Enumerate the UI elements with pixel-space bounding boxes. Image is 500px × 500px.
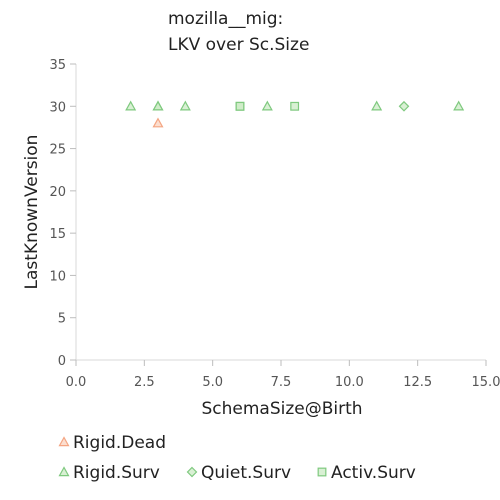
legend-marker-rigid-surv — [58, 466, 70, 477]
x-tick-label: 15.0 — [472, 375, 500, 390]
x-tick-label: 0.0 — [66, 375, 87, 390]
legend-marker-rigid-dead — [58, 436, 70, 447]
data-point-activ-surv — [235, 101, 245, 111]
x-axis-label: SchemaSize@Birth — [201, 399, 362, 419]
chart-title-line2: LKV over Sc.Size — [168, 35, 309, 55]
data-point-quiet-surv — [398, 100, 410, 112]
y-tick-label: 30 — [49, 100, 66, 115]
legend-marker-activ-surv — [317, 467, 327, 477]
x-tick-label: 5.0 — [202, 375, 223, 390]
legend-label-rigid-surv: Rigid.Surv — [73, 463, 160, 483]
y-tick-label: 20 — [49, 185, 66, 200]
y-tick-label: 5 — [58, 312, 66, 327]
x-tick-label: 12.5 — [403, 375, 432, 390]
plot-area: 0 5 10 15 20 25 30 35 0.0 2.5 5.0 7.5 10.0 12.5 15.0 — [49, 58, 500, 390]
data-point-rigid-surv — [453, 100, 465, 111]
data-point-activ-surv — [290, 101, 300, 111]
data-point-rigid-surv — [371, 100, 383, 111]
data-point-rigid-surv — [261, 100, 273, 111]
data-point-rigid-surv — [179, 100, 191, 111]
y-tick-label: 15 — [49, 227, 66, 242]
legend-item-activ-surv: Activ.Surv — [317, 463, 416, 483]
legend-item-rigid-dead: Rigid.Dead — [58, 433, 166, 453]
legend-label-activ-surv: Activ.Surv — [331, 463, 416, 483]
data-point-rigid-surv — [125, 100, 137, 111]
legend-item-quiet-surv: Quiet.Surv — [186, 463, 291, 483]
x-tick-label: 2.5 — [134, 375, 155, 390]
x-tick-label: 10.0 — [335, 375, 364, 390]
legend-label-rigid-dead: Rigid.Dead — [73, 433, 166, 453]
legend-item-rigid-surv: Rigid.Surv — [58, 463, 160, 483]
legend-marker-quiet-surv — [186, 466, 198, 478]
legend-label-quiet-surv: Quiet.Surv — [201, 463, 291, 483]
x-tick-label: 7.5 — [271, 375, 292, 390]
y-tick-label: 0 — [58, 354, 66, 369]
y-axis-label: LastKnownVersion — [22, 135, 42, 290]
y-tick-label: 35 — [49, 58, 66, 73]
chart-title-line1: mozilla__mig: — [168, 9, 283, 29]
y-tick-label: 10 — [49, 269, 66, 284]
data-point-rigid-surv — [152, 100, 164, 111]
data-point-rigid-dead — [152, 117, 164, 128]
y-tick-label: 25 — [49, 143, 66, 158]
legend: Rigid.Dead Rigid.Surv Quiet.Surv Activ.Surv — [58, 433, 416, 483]
